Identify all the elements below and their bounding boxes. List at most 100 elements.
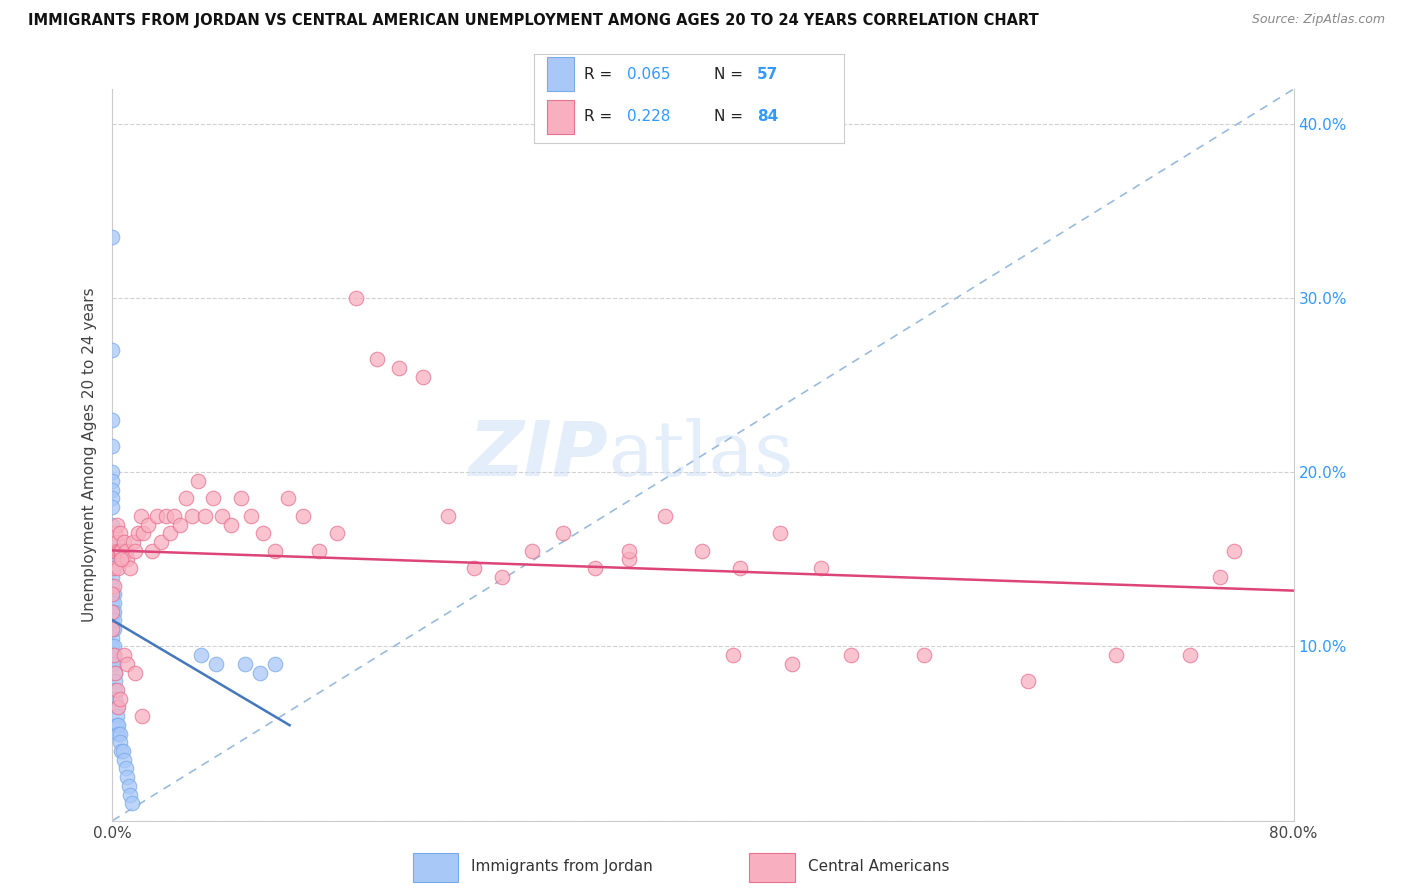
- Point: [114, 761, 136, 775]
- Point: [146, 508, 169, 523]
- Point: [112, 753, 135, 767]
- Point: [118, 779, 141, 793]
- Point: [108, 543, 131, 558]
- Point: [111, 552, 134, 566]
- Point: [110, 552, 132, 566]
- Point: [101, 543, 124, 558]
- Point: [103, 561, 125, 575]
- Point: [132, 526, 155, 541]
- Point: [101, 596, 124, 610]
- Point: [654, 508, 676, 523]
- Point: [104, 683, 127, 698]
- Point: [104, 691, 127, 706]
- Point: [104, 543, 127, 558]
- Point: [159, 526, 181, 541]
- Point: [388, 360, 411, 375]
- Point: [1017, 674, 1039, 689]
- Point: [108, 726, 131, 740]
- Point: [103, 622, 125, 636]
- Point: [344, 291, 367, 305]
- Text: N =: N =: [714, 110, 748, 124]
- Point: [103, 613, 125, 627]
- Point: [105, 709, 128, 723]
- Point: [129, 508, 152, 523]
- Point: [211, 508, 233, 523]
- Point: [491, 570, 513, 584]
- Point: [101, 587, 124, 601]
- Point: [101, 466, 124, 480]
- Text: ZIP: ZIP: [468, 418, 609, 491]
- Point: [108, 526, 131, 541]
- Point: [101, 491, 124, 506]
- Point: [1223, 543, 1246, 558]
- Point: [101, 640, 124, 654]
- Point: [127, 526, 149, 541]
- Point: [780, 657, 803, 671]
- Point: [233, 657, 256, 671]
- Point: [101, 587, 124, 601]
- Point: [520, 543, 543, 558]
- Point: [141, 543, 163, 558]
- Point: [101, 613, 124, 627]
- Point: [181, 508, 204, 523]
- Point: [105, 718, 128, 732]
- Point: [326, 526, 349, 541]
- FancyBboxPatch shape: [413, 854, 458, 881]
- Point: [264, 657, 287, 671]
- Point: [131, 709, 153, 723]
- Point: [103, 605, 125, 619]
- Point: [174, 491, 197, 506]
- Point: [101, 483, 124, 497]
- Point: [107, 726, 129, 740]
- Point: [366, 352, 388, 367]
- Point: [107, 543, 129, 558]
- Point: [1178, 648, 1201, 663]
- Point: [107, 700, 129, 714]
- Point: [163, 508, 186, 523]
- Point: [122, 535, 145, 549]
- Point: [277, 491, 299, 506]
- Point: [240, 508, 263, 523]
- Point: [114, 543, 136, 558]
- Point: [101, 561, 124, 575]
- Point: [101, 413, 124, 427]
- Point: [124, 665, 146, 680]
- Point: [103, 648, 125, 663]
- Point: [105, 517, 128, 532]
- Point: [101, 648, 124, 663]
- Point: [101, 605, 124, 619]
- Point: [914, 648, 936, 663]
- Point: [150, 535, 173, 549]
- Point: [101, 230, 124, 244]
- Point: [103, 578, 125, 592]
- Text: IMMIGRANTS FROM JORDAN VS CENTRAL AMERICAN UNEMPLOYMENT AMONG AGES 20 TO 24 YEAR: IMMIGRANTS FROM JORDAN VS CENTRAL AMERIC…: [28, 13, 1039, 29]
- Point: [121, 796, 143, 810]
- Point: [120, 788, 142, 802]
- Point: [205, 657, 228, 671]
- Point: [103, 543, 125, 558]
- Point: [583, 561, 606, 575]
- Point: [101, 517, 124, 532]
- Point: [769, 526, 792, 541]
- Point: [108, 735, 131, 749]
- Point: [436, 508, 458, 523]
- Point: [104, 665, 127, 680]
- Point: [411, 369, 433, 384]
- Point: [103, 648, 125, 663]
- Point: [107, 718, 129, 732]
- Point: [105, 535, 128, 549]
- Point: [690, 543, 713, 558]
- Point: [194, 508, 217, 523]
- Point: [110, 744, 132, 758]
- Point: [619, 543, 641, 558]
- Point: [619, 552, 641, 566]
- Point: [219, 517, 242, 532]
- Point: [101, 570, 124, 584]
- Point: [124, 543, 146, 558]
- Point: [721, 648, 744, 663]
- Point: [101, 657, 124, 671]
- Point: [117, 552, 138, 566]
- Point: [728, 561, 751, 575]
- Point: [810, 561, 832, 575]
- Point: [101, 631, 124, 645]
